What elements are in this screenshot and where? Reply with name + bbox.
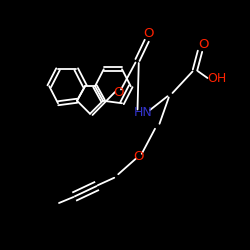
Text: O: O xyxy=(134,150,144,163)
Text: O: O xyxy=(143,27,153,40)
Text: OH: OH xyxy=(208,72,227,85)
Text: HN: HN xyxy=(134,106,152,118)
Text: O: O xyxy=(198,38,208,52)
Text: O: O xyxy=(113,86,123,100)
